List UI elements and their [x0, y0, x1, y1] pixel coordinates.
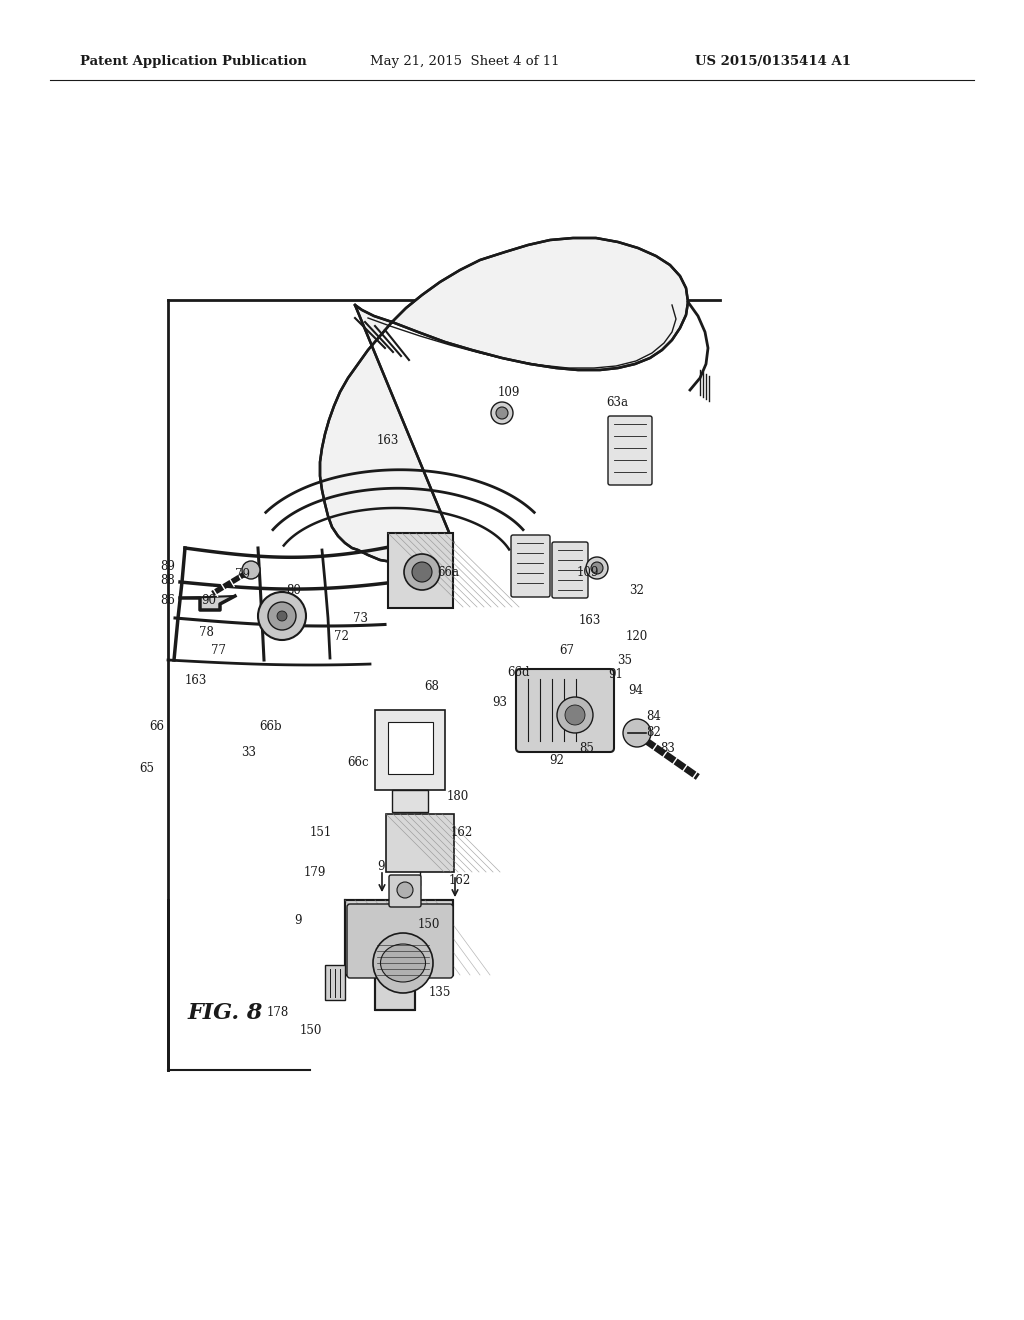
- Text: 88: 88: [161, 573, 175, 586]
- Text: 82: 82: [646, 726, 662, 739]
- Text: 68: 68: [425, 680, 439, 693]
- Text: 162: 162: [451, 826, 473, 840]
- Text: 92: 92: [550, 754, 564, 767]
- Text: 178: 178: [267, 1006, 289, 1019]
- Circle shape: [258, 591, 306, 640]
- Text: 163: 163: [579, 614, 601, 627]
- Text: 66b: 66b: [260, 719, 283, 733]
- FancyBboxPatch shape: [388, 533, 453, 609]
- Circle shape: [278, 611, 287, 620]
- Circle shape: [586, 557, 608, 579]
- Text: 80: 80: [287, 583, 301, 597]
- Text: 9: 9: [377, 859, 385, 873]
- Polygon shape: [180, 597, 234, 610]
- FancyBboxPatch shape: [552, 543, 588, 598]
- FancyBboxPatch shape: [386, 814, 454, 873]
- Text: 67: 67: [559, 644, 574, 656]
- Text: 163: 163: [184, 673, 207, 686]
- Circle shape: [397, 882, 413, 898]
- Text: 109: 109: [577, 565, 599, 578]
- Text: 180: 180: [446, 789, 469, 803]
- FancyBboxPatch shape: [511, 535, 550, 597]
- Text: 162: 162: [449, 874, 471, 887]
- Circle shape: [565, 705, 585, 725]
- Text: 89: 89: [161, 560, 175, 573]
- Polygon shape: [319, 238, 688, 562]
- FancyBboxPatch shape: [389, 875, 421, 907]
- FancyBboxPatch shape: [516, 669, 614, 752]
- Text: 66: 66: [150, 719, 165, 733]
- Text: 84: 84: [646, 710, 662, 723]
- Text: 77: 77: [212, 644, 226, 656]
- Text: 86: 86: [161, 594, 175, 606]
- Circle shape: [490, 403, 513, 424]
- Text: FIG. 8: FIG. 8: [188, 1002, 263, 1024]
- FancyBboxPatch shape: [608, 416, 652, 484]
- Text: 83: 83: [660, 742, 676, 755]
- Circle shape: [591, 562, 603, 574]
- Circle shape: [268, 602, 296, 630]
- Text: 90: 90: [202, 594, 216, 607]
- Text: 150: 150: [418, 917, 440, 931]
- Text: 9: 9: [294, 913, 302, 927]
- Circle shape: [242, 561, 260, 579]
- Text: 66a: 66a: [437, 565, 459, 578]
- Circle shape: [373, 933, 433, 993]
- Ellipse shape: [381, 944, 426, 982]
- Circle shape: [496, 407, 508, 418]
- Polygon shape: [345, 900, 453, 1010]
- Circle shape: [404, 554, 440, 590]
- FancyBboxPatch shape: [392, 789, 428, 812]
- Text: May 21, 2015  Sheet 4 of 11: May 21, 2015 Sheet 4 of 11: [370, 55, 559, 69]
- Text: 163: 163: [377, 433, 399, 446]
- Text: 109: 109: [498, 387, 520, 400]
- Circle shape: [623, 719, 651, 747]
- Text: 135: 135: [429, 986, 452, 999]
- Text: 91: 91: [608, 668, 624, 681]
- Text: 120: 120: [626, 631, 648, 644]
- Text: 179: 179: [304, 866, 327, 879]
- Text: 93: 93: [493, 697, 508, 710]
- Text: 32: 32: [630, 583, 644, 597]
- Text: 150: 150: [300, 1023, 323, 1036]
- Text: 33: 33: [242, 746, 256, 759]
- Text: US 2015/0135414 A1: US 2015/0135414 A1: [695, 55, 851, 69]
- FancyBboxPatch shape: [347, 904, 453, 978]
- Polygon shape: [325, 965, 345, 1001]
- Text: Patent Application Publication: Patent Application Publication: [80, 55, 307, 69]
- Text: 94: 94: [629, 684, 643, 697]
- Text: 63a: 63a: [606, 396, 628, 409]
- Text: 78: 78: [199, 627, 213, 639]
- Circle shape: [412, 562, 432, 582]
- Text: 65: 65: [139, 762, 155, 775]
- Text: 79: 79: [236, 568, 251, 581]
- Text: 66c: 66c: [347, 756, 369, 770]
- Text: 72: 72: [334, 630, 348, 643]
- FancyBboxPatch shape: [375, 710, 445, 789]
- Text: 66d: 66d: [508, 665, 530, 678]
- Text: 85: 85: [580, 742, 595, 755]
- FancyBboxPatch shape: [388, 722, 433, 774]
- Text: 73: 73: [352, 611, 368, 624]
- Circle shape: [557, 697, 593, 733]
- Text: 151: 151: [310, 826, 332, 840]
- Text: 35: 35: [617, 653, 633, 667]
